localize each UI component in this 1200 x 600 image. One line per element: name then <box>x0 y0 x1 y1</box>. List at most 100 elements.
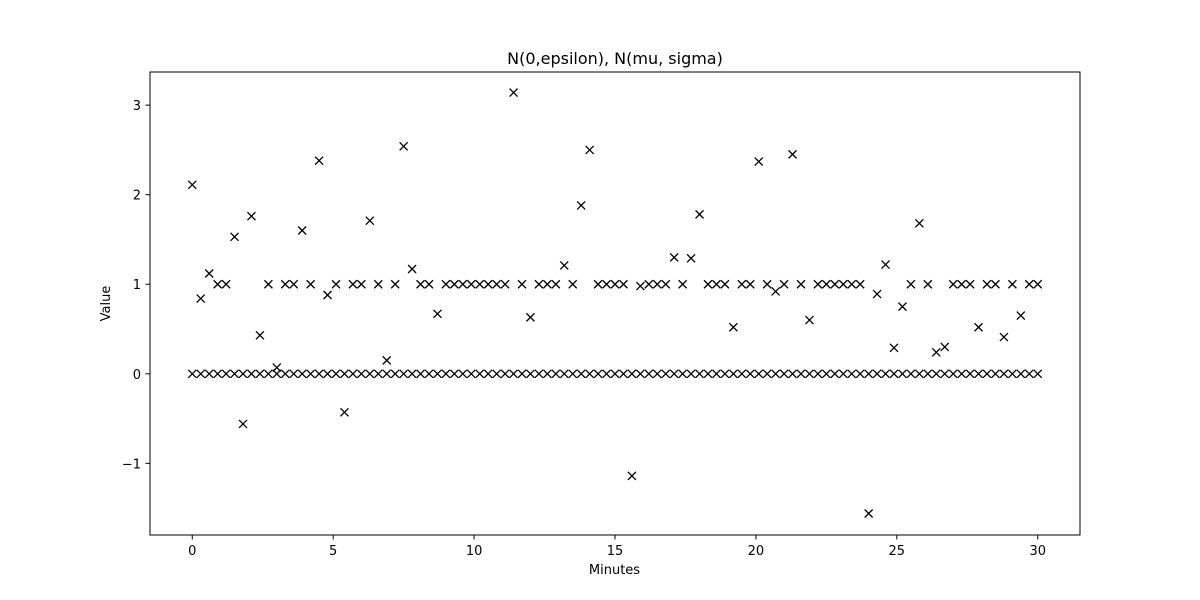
data-point-x-marker <box>525 369 535 379</box>
data-point-x-marker <box>864 509 874 518</box>
data-point-x-marker <box>813 369 823 379</box>
data-point-x-marker <box>711 279 721 289</box>
data-point-x-marker <box>297 369 307 379</box>
data-point-x-marker <box>559 260 569 270</box>
data-point-x-marker <box>1007 369 1017 379</box>
data-point-x-marker <box>458 369 468 379</box>
y-tick-label: 3 <box>133 99 141 114</box>
data-point-x-marker <box>610 279 620 289</box>
data-point-x-marker <box>644 279 654 289</box>
data-point-x-marker <box>348 279 358 289</box>
data-point-x-marker <box>255 330 265 340</box>
data-point-x-marker <box>373 369 383 379</box>
data-point-x-marker <box>382 369 392 379</box>
data-point-x-marker <box>982 369 992 379</box>
data-point-x-marker <box>424 369 434 379</box>
data-point-x-marker <box>356 279 366 289</box>
data-point-x-marker <box>610 369 620 379</box>
data-point-x-marker <box>204 369 214 379</box>
data-point-x-marker <box>686 369 696 379</box>
data-point-x-marker <box>585 145 595 155</box>
data-point-x-marker <box>576 369 586 379</box>
data-point-x-marker <box>923 369 933 379</box>
data-point-x-marker <box>449 279 459 289</box>
data-point-x-marker <box>221 369 231 379</box>
data-point-x-marker <box>263 369 273 379</box>
data-point-x-marker <box>323 369 333 379</box>
data-point-x-marker <box>771 369 781 379</box>
data-point-x-marker <box>331 369 341 379</box>
data-point-x-marker <box>931 369 941 379</box>
data-points <box>187 88 1043 518</box>
data-point-x-marker <box>255 369 265 379</box>
data-point-x-marker <box>796 369 806 379</box>
data-point-x-marker <box>263 279 273 289</box>
data-point-x-marker <box>576 200 586 210</box>
data-point-x-marker <box>974 369 984 379</box>
data-point-x-marker <box>618 369 628 379</box>
data-point-x-marker <box>872 289 882 299</box>
data-point-x-marker <box>238 369 248 379</box>
x-tick-label: 20 <box>748 544 765 559</box>
data-point-x-marker <box>982 279 992 289</box>
data-point-x-marker <box>830 369 840 379</box>
data-point-x-marker <box>602 279 612 289</box>
data-point-x-marker <box>897 369 907 379</box>
data-point-x-marker <box>1024 369 1034 379</box>
data-point-x-marker <box>230 232 240 242</box>
data-point-x-marker <box>1007 279 1017 289</box>
data-point-x-marker <box>365 369 375 379</box>
data-point-x-marker <box>280 369 290 379</box>
data-point-x-marker <box>483 369 493 379</box>
data-point-x-marker <box>745 279 755 289</box>
data-point-x-marker <box>466 369 476 379</box>
data-point-x-marker <box>779 279 789 289</box>
data-point-x-marker <box>711 369 721 379</box>
data-point-x-marker <box>635 281 645 291</box>
x-tick-label: 10 <box>466 544 483 559</box>
data-point-x-marker <box>627 471 637 481</box>
data-point-x-marker <box>703 369 713 379</box>
data-point-x-marker <box>762 279 772 289</box>
data-point-x-marker <box>568 279 578 289</box>
data-point-x-marker <box>339 407 349 417</box>
data-point-x-marker <box>720 279 730 289</box>
data-point-x-marker <box>187 369 197 379</box>
data-point-x-marker <box>1024 279 1034 289</box>
data-point-x-marker <box>881 369 891 379</box>
data-point-x-marker <box>881 260 891 270</box>
data-point-x-marker <box>990 279 1000 289</box>
data-point-x-marker <box>314 369 324 379</box>
data-point-x-marker <box>424 279 434 289</box>
data-point-x-marker <box>323 290 333 300</box>
data-point-x-marker <box>830 279 840 289</box>
data-point-x-marker <box>331 279 341 289</box>
axis-ticks: 0 5 10 15 20 25 30 −1 0 1 2 3 <box>122 99 1046 559</box>
data-point-x-marker <box>230 369 240 379</box>
data-point-x-marker <box>416 279 426 289</box>
data-point-x-marker <box>449 369 459 379</box>
data-point-x-marker <box>602 369 612 379</box>
data-point-x-marker <box>585 369 595 379</box>
data-point-x-marker <box>940 342 950 352</box>
data-point-x-marker <box>221 279 231 289</box>
x-tick-label: 30 <box>1029 544 1046 559</box>
data-point-x-marker <box>356 369 366 379</box>
data-point-x-marker <box>390 369 400 379</box>
data-point-x-marker <box>492 369 502 379</box>
data-point-x-marker <box>1033 279 1043 289</box>
y-tick-label: 0 <box>133 368 141 383</box>
data-point-x-marker <box>559 369 569 379</box>
data-point-x-marker <box>1016 369 1026 379</box>
data-point-x-marker <box>644 369 654 379</box>
data-point-x-marker <box>407 369 417 379</box>
y-axis-label: Value <box>99 286 114 322</box>
data-point-x-marker <box>779 369 789 379</box>
data-point-x-marker <box>906 279 916 289</box>
data-point-x-marker <box>466 279 476 289</box>
data-point-x-marker <box>593 279 603 289</box>
data-point-x-marker <box>728 369 738 379</box>
data-point-x-marker <box>914 369 924 379</box>
data-point-x-marker <box>652 369 662 379</box>
data-point-x-marker <box>872 369 882 379</box>
